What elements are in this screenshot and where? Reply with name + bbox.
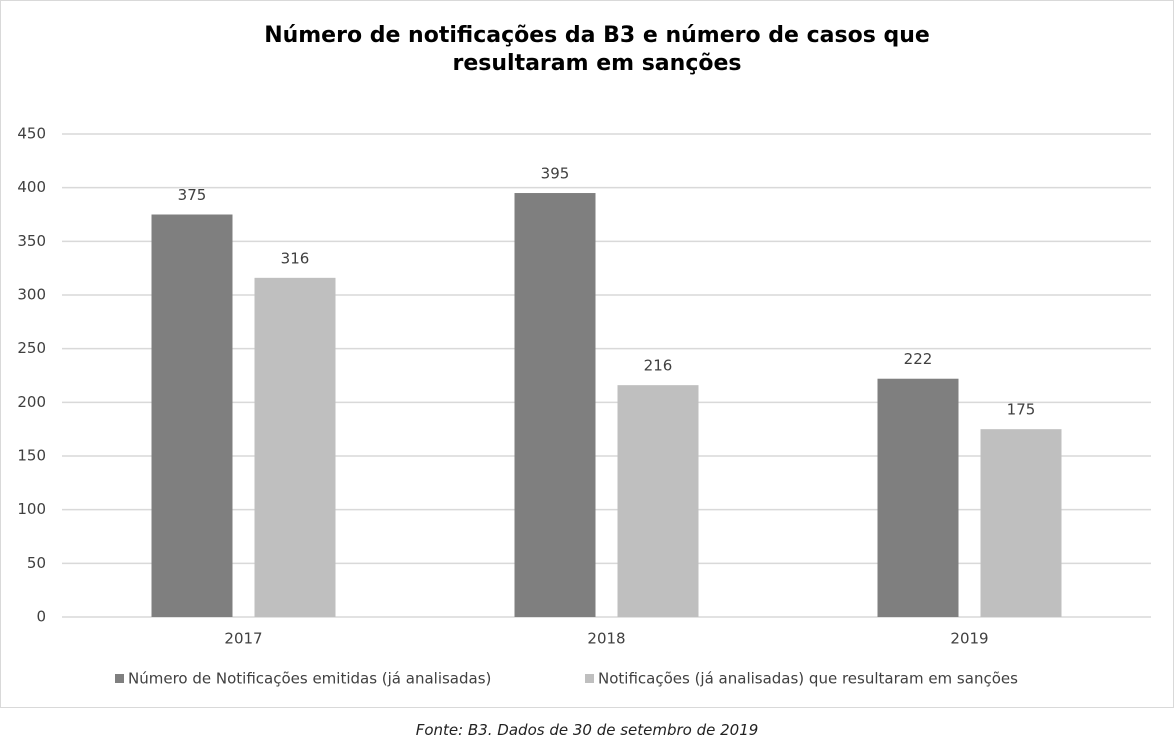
legend-swatch [585, 674, 594, 683]
bar [877, 378, 959, 617]
bar [617, 385, 699, 617]
y-tick-label: 400 [17, 178, 46, 196]
bar [980, 429, 1062, 617]
y-tick-label: 200 [17, 393, 46, 411]
chart-title: Número de notificações da B3 e número de… [264, 23, 930, 76]
y-tick-label: 250 [17, 339, 46, 357]
x-tick-label: 2018 [587, 630, 625, 648]
bar [151, 214, 233, 617]
y-tick-label: 300 [17, 286, 46, 304]
legend-label: Número de Notificações emitidas (já anal… [128, 670, 491, 688]
x-tick-label: 2019 [950, 630, 988, 648]
y-tick-label: 0 [36, 608, 46, 626]
bar [514, 193, 596, 618]
bar [254, 277, 336, 617]
data-label: 375 [178, 186, 207, 204]
y-tick-label: 100 [17, 500, 46, 518]
data-label: 395 [541, 165, 570, 183]
y-tick-label: 150 [17, 447, 46, 465]
y-tick-label: 350 [17, 232, 46, 250]
data-label: 222 [904, 350, 933, 368]
y-tick-label: 450 [17, 125, 46, 143]
legend-swatch [115, 674, 124, 683]
x-tick-label: 2017 [224, 630, 262, 648]
source-note: Fonte: B3. Dados de 30 de setembro de 20… [415, 721, 759, 739]
data-label: 216 [644, 357, 673, 375]
data-label: 316 [281, 249, 310, 267]
data-label: 175 [1007, 401, 1036, 419]
chart: 0 50 100 150 200 250 300 350 400 450 2017 375 316 201… [17, 125, 1151, 688]
legend-label: Notificações (já analisadas) que resulta… [598, 670, 1018, 688]
y-tick-label: 50 [27, 554, 46, 572]
